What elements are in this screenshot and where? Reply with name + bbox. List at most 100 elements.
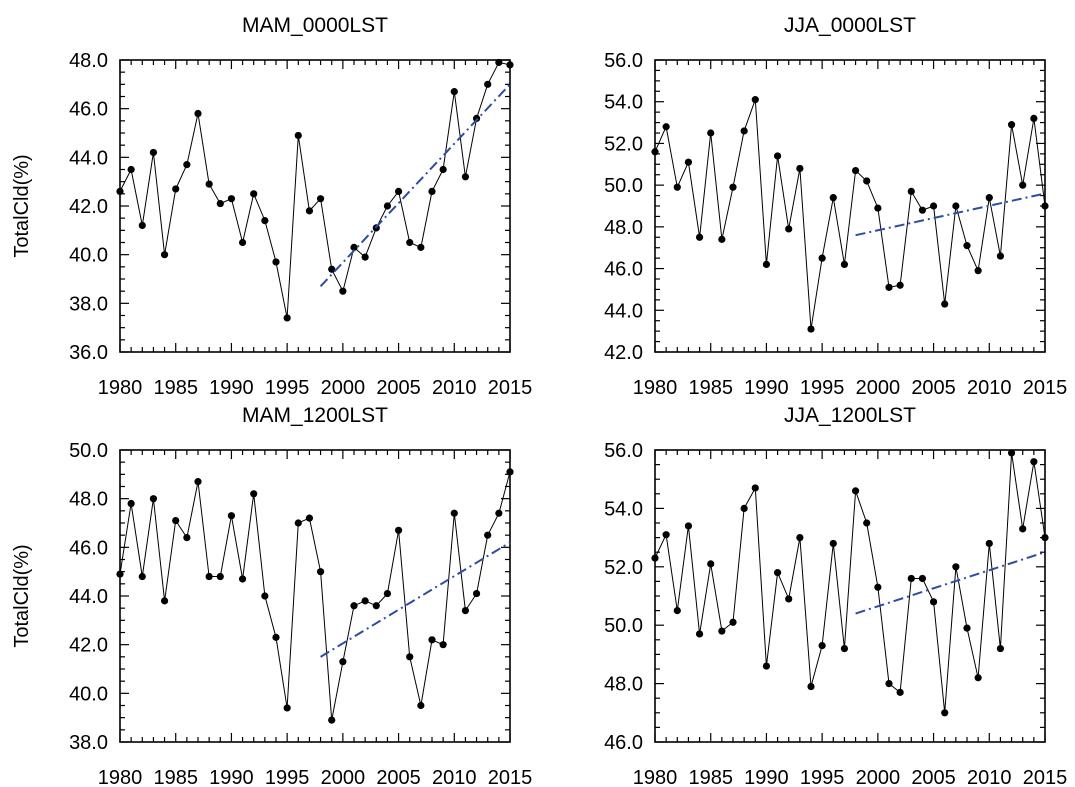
x-tick-label: 1980 <box>98 377 143 399</box>
x-tick-label: 2015 <box>1023 767 1068 787</box>
x-tick-label: 2010 <box>432 377 477 399</box>
series-line <box>119 471 511 721</box>
data-point <box>472 589 481 598</box>
data-point <box>707 560 715 568</box>
x-tick-label: 2015 <box>488 767 533 787</box>
x-tick-label: 2000 <box>856 377 901 399</box>
panel-jja-0000lst: JJA_0000LST 1980 1985 1990 1995 2000 2005 2010… <box>604 14 1067 399</box>
data-point <box>863 519 871 527</box>
data-point <box>194 478 202 486</box>
y-tick-label: 46.0 <box>604 259 643 281</box>
y-tick-label: 46.0 <box>69 99 108 121</box>
x-tick-label: 2000 <box>856 767 901 787</box>
data-point <box>985 539 993 548</box>
data-point <box>695 233 704 241</box>
x-tick-label: 2015 <box>488 377 533 399</box>
y-tick-label: 40.0 <box>69 683 108 705</box>
data-point <box>450 88 458 96</box>
y-tick-label: 50.0 <box>604 175 643 197</box>
data-point <box>1019 181 1027 189</box>
data-point <box>662 531 670 539</box>
data-point <box>851 166 860 175</box>
x-tick-label: 1985 <box>153 767 198 787</box>
data-point <box>785 225 793 233</box>
data-point <box>829 194 837 202</box>
data-point <box>294 131 302 140</box>
data-point <box>896 688 904 696</box>
x-tick-label: 1980 <box>633 767 678 787</box>
x-tick-label: 1995 <box>800 377 845 399</box>
data-point <box>729 183 737 191</box>
data-point <box>272 633 280 641</box>
data-point <box>205 180 213 188</box>
x-tick-label: 1995 <box>800 767 845 787</box>
data-point <box>773 152 782 160</box>
x-tick-label: 2005 <box>376 767 421 787</box>
data-point <box>439 641 447 649</box>
y-tick-label: 44.0 <box>604 300 643 322</box>
data-point <box>673 607 681 615</box>
data-point <box>484 80 492 88</box>
panel-title: MAM_1200LST <box>242 404 388 427</box>
panel-title: JJA_1200LST <box>784 404 916 427</box>
y-tick-label: 44.0 <box>69 147 108 169</box>
data-point <box>684 522 693 530</box>
data-point <box>149 495 158 503</box>
data-point <box>361 253 369 261</box>
data-point <box>316 195 325 203</box>
data-point <box>406 653 414 661</box>
y-tick-label: 38.0 <box>69 732 108 754</box>
data-point <box>339 287 347 295</box>
data-point <box>428 636 436 644</box>
data-point <box>996 252 1005 260</box>
y-tick-label: 42.0 <box>69 635 108 657</box>
y-tick-label: 48.0 <box>69 489 108 511</box>
data-point <box>1007 121 1016 129</box>
data-point <box>963 242 971 250</box>
data-point <box>138 221 146 230</box>
data-point <box>127 165 135 174</box>
data-point <box>138 572 146 581</box>
y-tick-label: 38.0 <box>69 293 108 315</box>
y-tick-label: 48.0 <box>69 50 108 72</box>
data-point <box>283 704 291 712</box>
data-point <box>996 644 1005 653</box>
x-tick-label: 1985 <box>153 377 198 399</box>
data-point <box>684 158 693 166</box>
y-tick-label: 42.0 <box>604 342 643 364</box>
data-point <box>238 238 247 247</box>
data-point <box>751 96 759 104</box>
data-point <box>807 682 815 691</box>
data-point <box>1041 534 1049 542</box>
y-tick-label: 50.0 <box>69 440 108 462</box>
x-tick-label: 1990 <box>744 377 789 399</box>
data-point <box>272 258 280 266</box>
data-point <box>495 509 503 517</box>
data-point <box>383 202 392 210</box>
data-point <box>695 630 704 638</box>
data-point <box>261 217 269 225</box>
x-tick-label: 1995 <box>265 377 310 399</box>
data-point <box>952 563 960 571</box>
data-point <box>796 534 804 542</box>
y-tick-label: 54.0 <box>604 498 643 520</box>
data-point <box>673 183 681 191</box>
panel-mam-0000lst: MAM_0000LST TotalCld(%) 1980 1985 1990 1995… <box>11 14 532 399</box>
x-tick-label: 1990 <box>209 767 254 787</box>
data-point <box>361 597 369 605</box>
data-point <box>172 185 180 193</box>
y-tick-label: 52.0 <box>604 557 643 579</box>
x-tick-label: 2005 <box>376 377 421 399</box>
x-tick-label: 2010 <box>432 767 477 787</box>
data-point <box>428 187 436 195</box>
data-point <box>818 642 826 650</box>
data-point <box>974 674 982 682</box>
y-axis-label: TotalCld(%) <box>11 154 33 257</box>
data-point <box>328 265 336 273</box>
data-point <box>907 187 915 195</box>
data-point <box>316 568 325 576</box>
data-point <box>227 512 236 520</box>
data-point <box>305 207 314 215</box>
data-point <box>751 484 759 492</box>
